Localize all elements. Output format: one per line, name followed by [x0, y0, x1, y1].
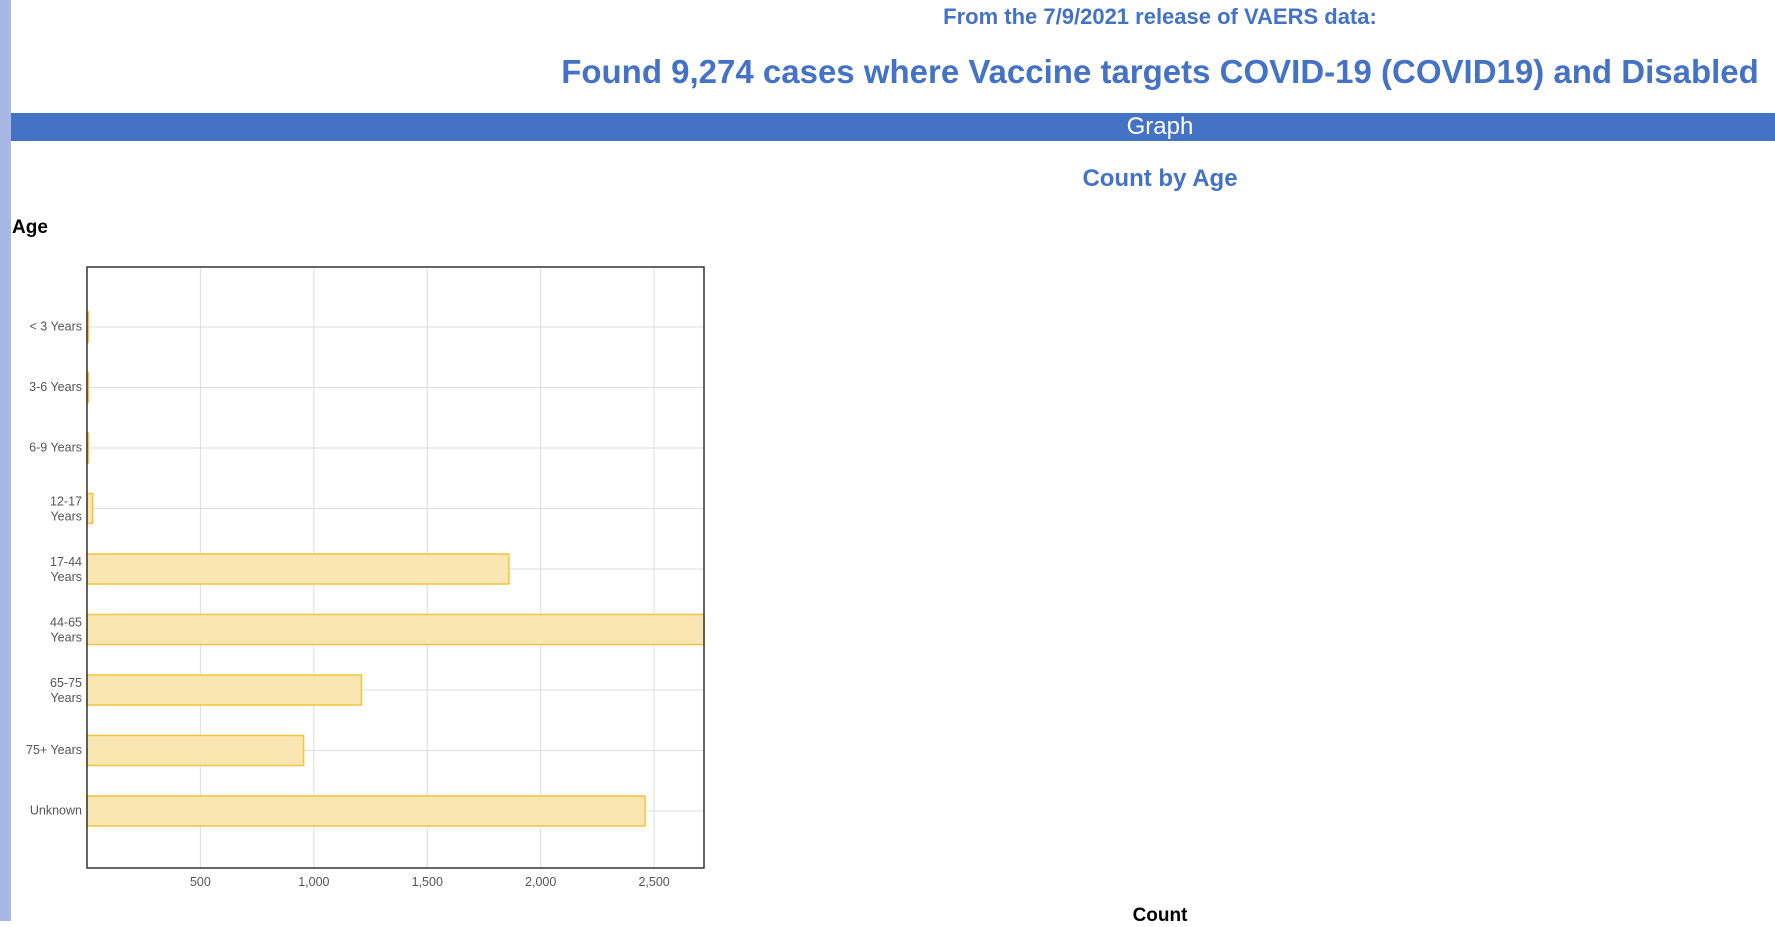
y-tick-label: 12-17 Years	[50, 495, 82, 524]
plot-frame	[86, 266, 705, 869]
bar-17-44-years	[86, 553, 510, 585]
y-tick-label: < 3 Years	[30, 319, 82, 333]
chart-title: Count by Age	[1082, 165, 1238, 192]
bar-12-17-years	[86, 492, 94, 525]
x-tick-label: 2,500	[638, 875, 669, 889]
y-axis-title: Age	[12, 217, 48, 238]
y-tick-label: Unknown	[30, 803, 82, 817]
results-heading: Found 9,274 cases where Vaccine targets …	[561, 53, 1759, 90]
x-tick-label: 500	[190, 875, 211, 889]
x-tick-label: 1,500	[412, 875, 443, 889]
graph-section-bar	[11, 113, 1775, 141]
release-heading: From the 7/9/2021 release of VAERS data:	[943, 4, 1377, 29]
y-tick-label: 75+ Years	[26, 743, 82, 757]
bar-75-years	[86, 734, 305, 767]
bar-65-75-years	[86, 674, 363, 706]
y-tick-label: 65-75 Years	[50, 676, 82, 705]
x-tick-label: 2,000	[525, 875, 556, 889]
graph-section-label: Graph	[1126, 113, 1194, 140]
y-tick-label: 17-44 Years	[50, 555, 82, 584]
y-tick-label: 6-9 Years	[29, 440, 82, 454]
y-tick-label: 44-65 Years	[50, 616, 82, 645]
y-tick-label: 3-6 Years	[29, 380, 82, 394]
x-tick-label: 1,000	[298, 875, 329, 889]
bar-unknown	[86, 795, 646, 827]
bar-44-65-years	[86, 613, 705, 646]
left-accent-bar	[0, 0, 11, 921]
